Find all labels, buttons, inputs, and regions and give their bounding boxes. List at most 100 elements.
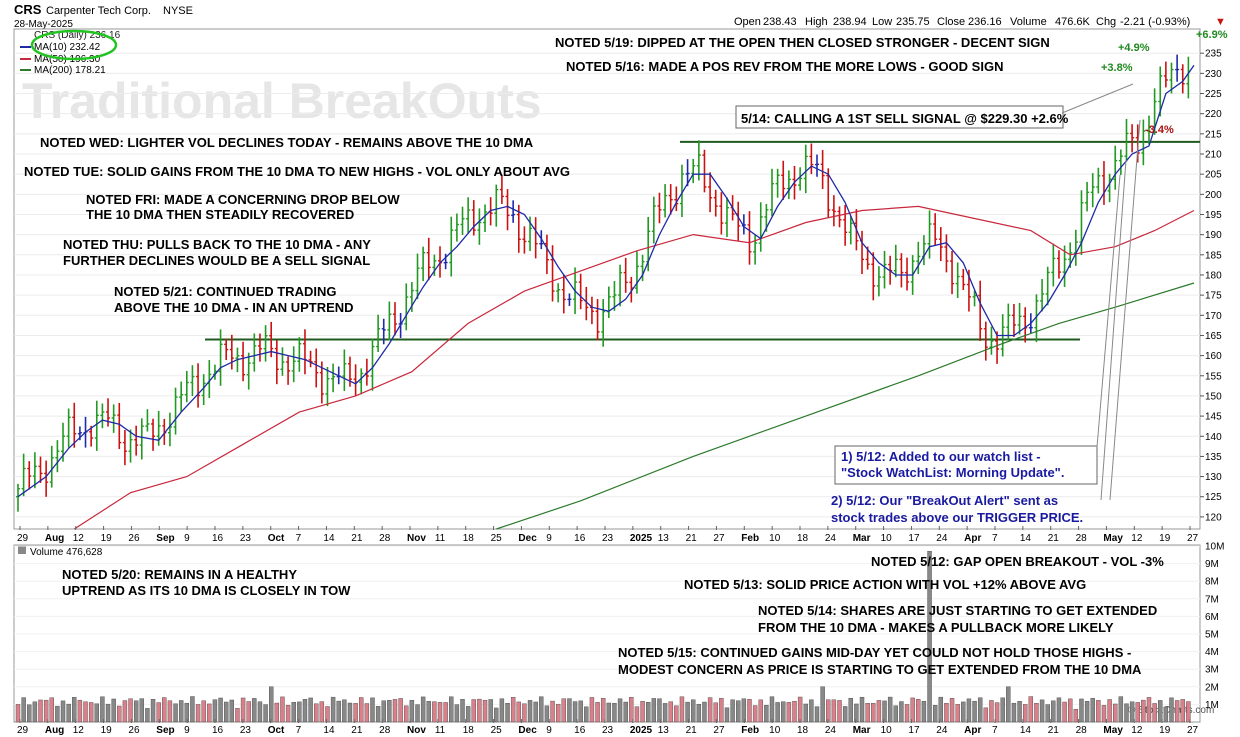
volume-bar bbox=[223, 701, 229, 723]
date-tick-label: Apr bbox=[964, 725, 981, 736]
volume-bar bbox=[387, 700, 392, 723]
price-bar bbox=[392, 302, 397, 336]
volume-bar bbox=[809, 699, 814, 723]
date-tick-label: 19 bbox=[101, 533, 113, 544]
note-5-20-2: UPTREND AS ITS 10 DMA IS CLOSELY IN TOW bbox=[62, 583, 351, 598]
price-bar bbox=[978, 280, 983, 341]
volume-bar bbox=[1056, 697, 1062, 723]
gain-4-9: +4.9% bbox=[1118, 42, 1150, 54]
volume-bar bbox=[651, 698, 657, 723]
price-bar bbox=[1163, 61, 1168, 88]
price-tick-label: 145 bbox=[1205, 412, 1222, 423]
date-tick-label: May bbox=[1103, 725, 1123, 736]
volume-bar bbox=[972, 700, 977, 723]
volume-bar bbox=[83, 701, 88, 723]
volume-bar bbox=[910, 697, 915, 723]
volume-bar bbox=[460, 699, 465, 723]
price-bar bbox=[1113, 145, 1118, 190]
volume-bar bbox=[43, 699, 49, 723]
date-tick-label: Mar bbox=[853, 533, 871, 544]
volume-bar bbox=[578, 700, 583, 723]
volume-bar bbox=[325, 706, 330, 723]
volume-bar bbox=[246, 701, 251, 723]
volume-bar bbox=[207, 703, 212, 723]
volume-bar bbox=[527, 700, 533, 723]
price-bar bbox=[286, 356, 291, 385]
volume-bar bbox=[1124, 703, 1129, 723]
date-axis-price: 29 Aug 12 19 26 Sep 9 16 23 Oct 7 14 21 28 Nov 11 18 25 De… bbox=[17, 526, 1199, 544]
volume-bar bbox=[724, 707, 730, 723]
date-tick-label: 16 bbox=[212, 725, 224, 736]
volume-bar bbox=[409, 700, 415, 723]
volume-bar bbox=[859, 696, 865, 723]
volume-tick-label: 10M bbox=[1205, 542, 1224, 553]
date-tick-label: 18 bbox=[797, 725, 809, 736]
volume-bar bbox=[381, 700, 386, 723]
breakout-alert-text-2: stock trades above our TRIGGER PRICE. bbox=[831, 510, 1083, 525]
price-bar bbox=[708, 172, 713, 213]
volume-bar bbox=[685, 701, 690, 723]
note-5-16: NOTED 5/16: MADE A POS REV FROM THE MORE… bbox=[566, 59, 1003, 74]
gain-3-8: +3.8% bbox=[1101, 62, 1133, 74]
price-bar bbox=[905, 257, 910, 291]
date-tick-label: 19 bbox=[101, 725, 113, 736]
volume-bar bbox=[364, 703, 370, 723]
date-tick-label: Sep bbox=[156, 725, 174, 736]
date-tick-label: 27 bbox=[713, 533, 725, 544]
volume-bar bbox=[758, 699, 763, 723]
volume-bar bbox=[916, 699, 921, 723]
volume-bar bbox=[1034, 703, 1039, 723]
note-wed: NOTED WED: LIGHTER VOL DECLINES TODAY - … bbox=[40, 135, 534, 150]
price-bar bbox=[432, 254, 437, 276]
price-bar bbox=[263, 325, 268, 362]
price-bar bbox=[151, 418, 156, 451]
price-bar bbox=[196, 363, 201, 408]
price-bar bbox=[381, 318, 386, 345]
date-tick-label: Mar bbox=[853, 725, 871, 736]
volume-bar bbox=[1169, 697, 1174, 723]
volume-bar bbox=[662, 703, 668, 723]
volume-tick-label: 5M bbox=[1205, 630, 1219, 641]
volume-bar bbox=[432, 701, 437, 723]
price-bar bbox=[556, 283, 561, 303]
date-tick-label: 17 bbox=[908, 533, 920, 544]
volume-bar bbox=[584, 706, 589, 723]
price-bar bbox=[359, 368, 364, 395]
price-bar bbox=[477, 208, 482, 245]
volume-bar bbox=[105, 703, 111, 723]
volume-bar bbox=[420, 696, 426, 723]
volume-bar bbox=[212, 699, 218, 723]
volume-bar bbox=[291, 701, 296, 723]
date-tick-label: 9 bbox=[546, 725, 552, 736]
date-tick-label: 14 bbox=[323, 725, 335, 736]
volume-bar bbox=[398, 698, 403, 723]
date-tick-label: 23 bbox=[240, 725, 252, 736]
volume-bar bbox=[437, 702, 443, 723]
price-tick-label: 195 bbox=[1205, 210, 1222, 221]
price-bar bbox=[747, 211, 752, 265]
price-tick-label: 185 bbox=[1205, 250, 1222, 261]
volume-bars bbox=[15, 551, 1191, 723]
price-bar bbox=[955, 262, 960, 298]
sell-signal-text: 5/14: CALLING A 1ST SELL SIGNAL @ $229.3… bbox=[741, 111, 1069, 126]
price-bar bbox=[32, 452, 37, 489]
price-bar bbox=[663, 184, 668, 218]
volume-bar bbox=[133, 700, 139, 723]
price-bar bbox=[1107, 173, 1112, 203]
date-tick-label: 28 bbox=[1076, 725, 1088, 736]
volume-bar bbox=[792, 701, 797, 723]
date-tick-label: 12 bbox=[1131, 725, 1143, 736]
volume-bar bbox=[263, 704, 268, 723]
date-tick-label: Dec bbox=[518, 533, 537, 544]
note-5-15-2: MODEST CONCERN AS PRICE IS STARTING TO G… bbox=[618, 662, 1142, 677]
price-bar bbox=[302, 329, 307, 375]
price-bar bbox=[1101, 161, 1106, 205]
price-tick-label: 140 bbox=[1205, 432, 1222, 443]
price-bar bbox=[134, 425, 139, 456]
volume-bar bbox=[443, 702, 448, 723]
price-bar bbox=[100, 403, 105, 429]
volume-bar bbox=[269, 686, 274, 723]
price-bar bbox=[471, 200, 476, 236]
volume-bar bbox=[871, 703, 876, 723]
volume-bar bbox=[274, 702, 280, 723]
